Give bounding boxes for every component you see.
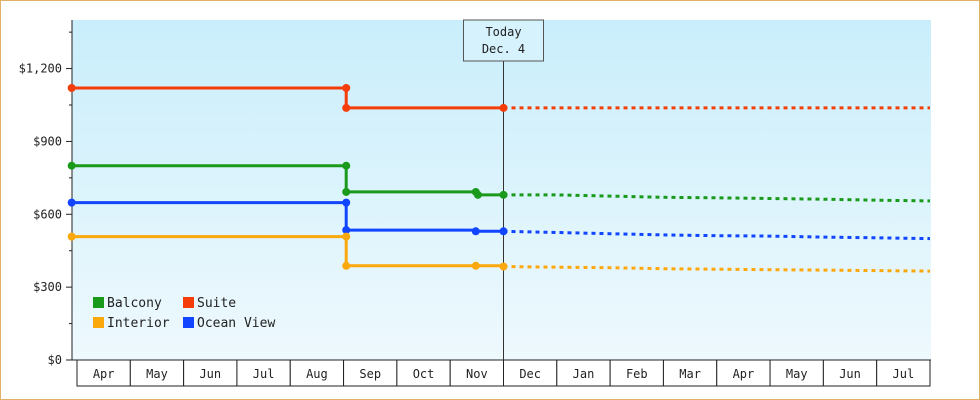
series-history-line [71,235,504,268]
x-tick-label: Apr [93,367,115,381]
data-point [499,227,508,236]
data-point [67,84,76,92]
x-category-cell [662,359,718,387]
legend: Balcony Suite Interior Ocean View [93,296,275,331]
y-tick-label: $300 [33,280,62,294]
x-category-cell [503,359,558,387]
series-forecast-line [503,193,931,203]
x-tick-label: Jul [893,367,915,381]
series-interior [67,232,931,273]
series-layer [67,84,931,273]
x-category-cell [289,359,345,387]
x-category-cell [76,359,131,387]
x-tick-label: Dec [519,367,541,381]
x-category-cell [769,359,824,387]
data-point [473,190,482,199]
data-point [499,262,508,271]
series-forecast-line [503,229,931,241]
data-point [342,84,351,92]
x-tick-label: Jan [573,367,595,381]
data-point [342,261,351,270]
legend-swatch [183,297,194,308]
legend-swatch [93,297,104,308]
series-suite [67,84,930,112]
today-callout-box [463,19,544,62]
y-tick-label: $0 [48,353,62,367]
x-tick-label: May [786,367,808,381]
x-category-cell [236,359,291,387]
data-point [67,161,76,170]
legend-label: Interior [107,316,170,331]
today-date: Dec. 4 [482,42,525,56]
data-point [499,103,508,112]
x-tick-label: Aug [306,367,328,381]
data-point [342,187,351,196]
today-marker: Today Dec. 4 [463,19,544,360]
x-tick-label: Sep [359,367,381,381]
data-point [342,232,351,241]
y-tick-label: $600 [33,207,62,221]
x-category-cell [876,359,931,387]
series-history-line [71,164,504,197]
legend-swatch [183,317,194,328]
x-tick-label: Oct [413,367,435,381]
legend-label: Balcony [107,296,162,311]
x-category-cell [449,359,504,387]
x-tick-label: Feb [626,367,648,381]
x-tick-label: Jul [253,367,275,381]
series-forecast-line [503,265,931,273]
series-balcony [67,161,931,203]
x-category-cell [396,359,451,387]
x-axis: Apr May Jun Jul Aug Sep Oct Nov Dec Jan Feb Mar Apr M… [72,359,931,387]
y-tick-label: $900 [33,134,62,148]
legend-label: Ocean View [197,316,275,331]
series-ocean-view [67,198,931,241]
legend-swatch [93,317,104,328]
series-history-line [71,201,504,233]
x-tick-label: Jun [839,367,861,381]
x-tick-label: Apr [733,367,755,381]
x-tick-label: May [146,367,168,381]
x-category-cell [343,359,398,387]
plot-area [72,20,931,360]
x-tick-label: Nov [466,367,488,381]
data-point [342,103,351,112]
x-tick-label: Jun [199,367,221,381]
series-history-line [71,86,504,110]
data-point [67,232,76,241]
data-point [342,161,351,170]
y-axis: $0 $300 $600 $900 $1,200 [19,20,73,367]
legend-label: Suite [197,296,236,311]
x-category-cell [716,359,771,387]
x-tick-label: Mar [679,367,701,381]
x-category-cell [183,359,238,387]
data-point [342,198,351,207]
today-label: Today [485,25,521,39]
data-point [471,227,480,236]
x-category-cell [609,359,664,387]
y-tick-label: $1,200 [19,62,62,76]
data-point [471,261,480,270]
data-point [67,198,76,207]
data-point [342,226,351,235]
data-point [499,190,508,199]
